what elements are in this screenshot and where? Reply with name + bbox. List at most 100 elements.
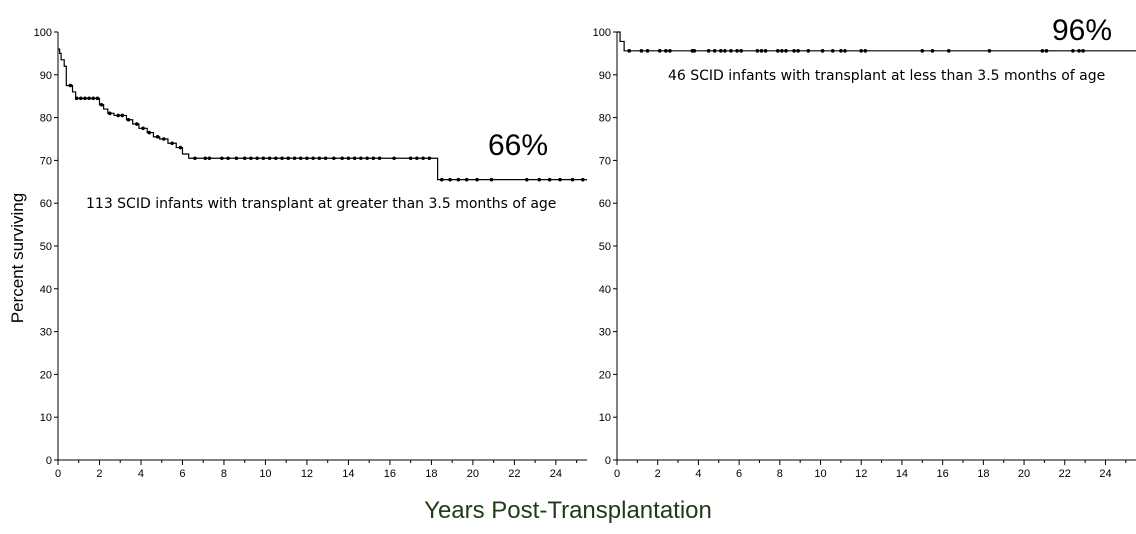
censor-mark [220,156,224,161]
censor-mark [255,156,259,161]
x-tick-label: 0 [614,468,620,480]
censor-mark [780,49,784,53]
censor-mark [475,177,479,182]
censor-mark [242,156,247,161]
y-tick-label: 80 [40,113,52,125]
censor-mark [627,49,632,53]
x-tick-label: 10 [814,468,826,480]
censor-mark [464,177,469,182]
y-tick-label: 50 [599,241,611,253]
censor-mark [859,49,864,53]
censor-mark [1081,49,1085,53]
censor-mark [155,135,160,139]
censor-mark [570,177,575,182]
censor-mark [408,156,413,161]
censor-mark [305,156,309,161]
censor-mark [448,177,452,182]
x-tick-label: 14 [342,468,354,480]
censor-mark [207,156,212,161]
censor-mark [371,156,376,161]
censor-mark [735,49,739,53]
y-tick-label: 80 [599,113,611,125]
censor-mark [759,49,764,53]
censor-mark [863,49,868,53]
censor-mark [178,145,183,150]
censor-mark [359,156,363,161]
censor-mark [120,113,125,118]
y-tick-label: 30 [40,327,52,339]
y-axis-label: Percent surviving [8,193,27,323]
x-tick-label: 8 [777,468,783,480]
cohort-annotation: 113 SCID infants with transplant at grea… [86,196,556,212]
censor-mark [323,156,328,161]
censor-mark [203,156,208,161]
x-tick-label: 16 [937,468,949,480]
censor-mark [147,130,152,135]
censor-mark [1077,49,1081,53]
censor-mark [668,49,672,53]
censor-mark [820,49,825,53]
censor-mark [657,49,662,53]
censor-mark [340,156,345,161]
censor-mark [525,177,529,182]
censor-mark [739,49,743,53]
y-tick-label: 100 [34,27,52,39]
censor-mark [547,177,552,182]
censor-mark [792,49,796,53]
censor-mark [946,49,951,53]
y-tick-label: 10 [40,412,52,424]
censor-mark [317,156,322,161]
y-tick-label: 50 [40,241,52,253]
x-tick-label: 12 [301,468,313,480]
x-tick-label: 0 [55,468,61,480]
censor-mark [99,102,104,107]
censor-mark [226,156,230,161]
censor-mark [796,49,800,53]
censor-mark [392,156,396,161]
censor-mark [311,156,315,161]
censor-mark [267,156,272,161]
x-tick-label: 6 [736,468,742,480]
censor-mark [83,96,87,101]
censor-mark [723,49,727,53]
censor-mark [763,49,768,53]
censor-mark [280,156,284,161]
x-tick-label: 18 [425,468,437,480]
censor-mark [126,117,131,122]
censor-mark [261,156,266,161]
y-tick-label: 10 [599,412,611,424]
censor-mark [108,111,112,116]
censor-mark [415,156,419,161]
censor-mark [135,122,139,126]
y-tick-label: 40 [40,284,52,296]
censor-mark [712,49,717,53]
x-tick-label: 24 [1099,468,1111,480]
censor-mark [79,96,83,101]
censor-mark [489,177,494,182]
x-tick-label: 6 [179,468,185,480]
censor-mark [421,156,425,161]
y-tick-label: 20 [40,369,52,381]
x-tick-label: 16 [384,468,396,480]
censor-mark [365,156,369,161]
censor-mark [806,49,811,53]
censor-mark [692,49,697,53]
final-survival-label: 96% [1052,14,1112,47]
censor-mark [427,156,432,161]
censor-mark [537,177,542,182]
censor-mark [456,177,461,182]
censor-mark [68,83,73,88]
final-survival-label: 66% [488,129,548,162]
x-tick-label: 4 [695,468,701,480]
censor-mark [1040,49,1045,53]
censor-mark [839,49,843,53]
y-tick-label: 90 [40,70,52,82]
cohort-annotation: 46 SCID infants with transplant at less … [668,68,1105,84]
y-tick-label: 90 [599,70,611,82]
y-tick-label: 20 [599,369,611,381]
y-tick-label: 70 [40,155,52,167]
